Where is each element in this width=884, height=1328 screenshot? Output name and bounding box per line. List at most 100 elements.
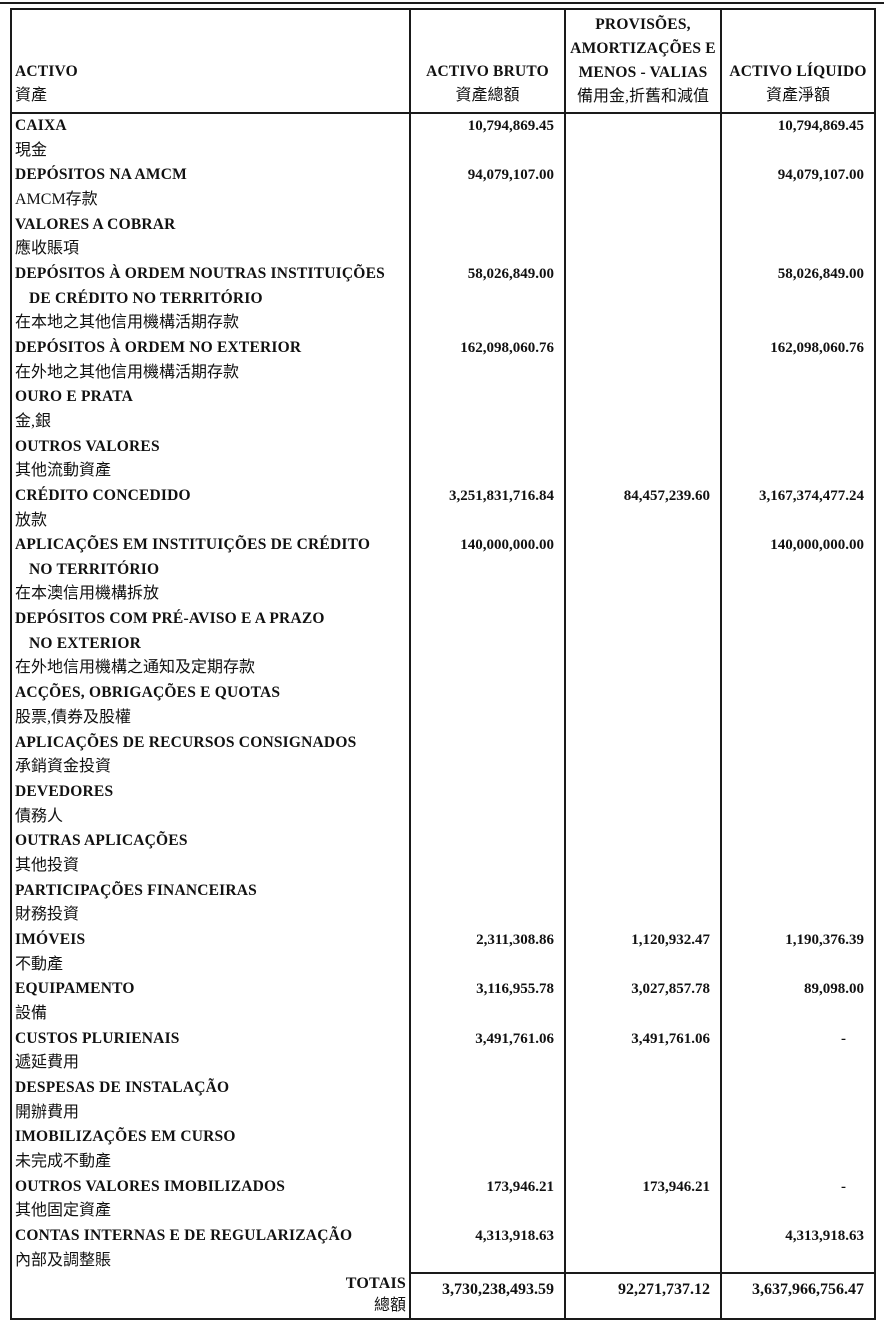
row-label-pt: DEPÓSITOS À ORDEM NOUTRAS INSTITUIÇÕES xyxy=(15,264,385,282)
row-label-cell: IMOBILIZAÇÕES EM CURSO 未完成不動產 xyxy=(12,1125,409,1174)
row-label-zh: 應收賬項 xyxy=(15,240,80,258)
row-gross-value: 3,116,955.78 xyxy=(409,977,564,1027)
row-net-value xyxy=(720,829,874,879)
totals-label-zh: 總額 xyxy=(373,1297,406,1314)
assets-balance-table: ACTIVO 資產 ACTIVO BRUTO 資產總額 PROVISÕES, A… xyxy=(10,8,876,1320)
table-row: CONTAS INTERNAS E DE REGULARIZAÇÃO 內部及調整賬… xyxy=(12,1223,874,1272)
row-label-pt: ACÇÕES, OBRIGAÇÕES E QUOTAS xyxy=(15,684,281,702)
row-net-value xyxy=(720,1075,874,1126)
row-provisions-value: 3,027,857.78 xyxy=(564,977,720,1027)
row-label-zh: 承銷資金投資 xyxy=(15,758,112,776)
row-net-value: 162,098,060.76 xyxy=(720,335,874,386)
row-net-value: 58,026,849.00 xyxy=(720,261,874,336)
row-net-value xyxy=(720,878,874,928)
row-label-cell: OUTRAS APLICAÇÕES 其他投資 xyxy=(12,829,409,878)
row-net-value: 3,167,374,477.24 xyxy=(720,483,874,534)
row-label-zh: 股票,債券及股權 xyxy=(15,708,132,726)
row-net-value: 94,079,107.00 xyxy=(720,163,874,213)
row-label-zh: AMCM存款 xyxy=(15,190,98,208)
row-gross-value xyxy=(409,1075,564,1126)
row-label-cell: IMÓVEIS 不動產 xyxy=(12,928,409,977)
table-row: VALORES A COBRAR 應收賬項 xyxy=(12,212,874,262)
row-label-zh: 未完成不動產 xyxy=(15,1152,112,1170)
row-provisions-value xyxy=(564,335,720,386)
header-activo-zh: 資產 xyxy=(15,87,48,104)
header-activo-pt: ACTIVO xyxy=(15,63,78,80)
row-gross-value xyxy=(409,779,564,830)
row-label-pt: OUTROS VALORES xyxy=(15,437,160,455)
row-label-zh: 放款 xyxy=(15,511,48,529)
row-label-pt-cont: NO TERRITÓRIO xyxy=(29,560,160,578)
row-label-zh: 其他固定資產 xyxy=(15,1202,112,1220)
row-label-pt: DEPÓSITOS À ORDEM NO EXTERIOR xyxy=(15,338,302,356)
header-provisoes-line1: PROVISÕES, xyxy=(595,16,691,33)
table-row: PARTICIPAÇÕES FINANCEIRAS 財務投資 xyxy=(12,878,874,928)
header-provisoes-line3: MENOS - VALIAS xyxy=(578,64,708,81)
header-col-activo-liquido: ACTIVO LÍQUIDO 資產淨額 xyxy=(720,10,874,112)
totals-gross-value: 3,730,238,493.59 xyxy=(409,1272,564,1318)
table-row: EQUIPAMENTO 設備 3,116,955.78 3,027,857.78 … xyxy=(12,977,874,1027)
row-gross-value: 173,946.21 xyxy=(409,1174,564,1224)
row-gross-value: 3,251,831,716.84 xyxy=(409,483,564,534)
totals-net-value: 3,637,966,756.47 xyxy=(720,1272,874,1318)
row-provisions-value xyxy=(564,385,720,435)
row-net-value: 89,098.00 xyxy=(720,977,874,1027)
row-label-pt: CRÉDITO CONCEDIDO xyxy=(15,486,191,504)
row-provisions-value xyxy=(564,1125,720,1175)
row-label-zh: 在外地之其他信用機構活期存款 xyxy=(15,363,240,381)
row-label-zh: 開辦費用 xyxy=(15,1103,80,1121)
row-label-cell: EQUIPAMENTO 設備 xyxy=(12,977,409,1026)
row-label-cell: VALORES A COBRAR 應收賬項 xyxy=(12,213,409,262)
row-label-zh: 設備 xyxy=(15,1004,48,1022)
header-activo-liquido-pt: ACTIVO LÍQUIDO xyxy=(729,63,867,80)
table-row: DEVEDORES 債務人 xyxy=(12,779,874,830)
row-net-value: 10,794,869.45 xyxy=(720,114,874,164)
row-label-cell: APLICAÇÕES DE RECURSOS CONSIGNADOS 承銷資金投資 xyxy=(12,731,409,780)
row-label-pt: CONTAS INTERNAS E DE REGULARIZAÇÃO xyxy=(15,1226,353,1244)
table-row: OUTROS VALORES 其他流動資產 xyxy=(12,434,874,484)
row-label-zh: 在本澳信用機構拆放 xyxy=(15,585,160,603)
totals-row: TOTAIS 總額 3,730,238,493.59 92,271,737.12… xyxy=(12,1272,874,1318)
row-provisions-value xyxy=(564,779,720,830)
row-label-pt: IMÓVEIS xyxy=(15,930,86,948)
row-gross-value xyxy=(409,212,564,262)
row-net-value: 4,313,918.63 xyxy=(720,1223,874,1272)
row-label-pt: EQUIPAMENTO xyxy=(15,980,135,998)
table-row: DEPÓSITOS COM PRÉ-AVISO E A PRAZO NO EXTE… xyxy=(12,607,874,682)
row-label-zh: 現金 xyxy=(15,141,48,159)
row-label-zh: 在本地之其他信用機構活期存款 xyxy=(15,314,240,332)
row-label-cell: OUTROS VALORES IMOBILIZADOS 其他固定資產 xyxy=(12,1175,409,1224)
table-header: ACTIVO 資產 ACTIVO BRUTO 資產總額 PROVISÕES, A… xyxy=(12,10,874,114)
row-label-pt: CAIXA xyxy=(15,117,67,134)
row-net-value xyxy=(720,434,874,484)
row-provisions-value xyxy=(564,163,720,213)
row-gross-value: 162,098,060.76 xyxy=(409,335,564,386)
table-row: DEPÓSITOS NA AMCM AMCM存款 94,079,107.00 94… xyxy=(12,163,874,213)
row-gross-value xyxy=(409,385,564,435)
row-gross-value xyxy=(409,829,564,879)
row-provisions-value: 173,946.21 xyxy=(564,1174,720,1224)
row-label-pt: DEVEDORES xyxy=(15,782,114,800)
row-gross-value: 10,794,869.45 xyxy=(409,114,564,164)
row-provisions-value: 84,457,239.60 xyxy=(564,483,720,534)
row-label-zh: 在外地信用機構之通知及定期存款 xyxy=(15,659,256,677)
table-row: CUSTOS PLURIENAIS 遞延費用 3,491,761.06 3,491… xyxy=(12,1026,874,1076)
row-label-cell: CAIXA 現金 xyxy=(12,114,409,163)
row-net-value: 140,000,000.00 xyxy=(720,533,874,608)
row-provisions-value xyxy=(564,878,720,928)
row-provisions-value xyxy=(564,114,720,164)
table-row: DEPÓSITOS À ORDEM NO EXTERIOR 在外地之其他信用機構活… xyxy=(12,335,874,386)
row-label-cell: OURO E PRATA 金,銀 xyxy=(12,385,409,434)
row-label-pt: APLICAÇÕES EM INSTITUIÇÕES DE CRÉDITO xyxy=(15,536,371,554)
row-label-cell: CONTAS INTERNAS E DE REGULARIZAÇÃO 內部及調整賬 xyxy=(12,1224,409,1272)
totals-provisions-value: 92,271,737.12 xyxy=(564,1272,720,1318)
row-provisions-value xyxy=(564,1075,720,1126)
row-label-zh: 內部及調整賬 xyxy=(15,1251,112,1269)
row-provisions-value xyxy=(564,829,720,879)
row-label-pt-cont: DE CRÉDITO NO TERRITÓRIO xyxy=(29,289,263,307)
header-activo-liquido-zh: 資產淨額 xyxy=(765,87,830,104)
header-provisoes-line2: AMORTIZAÇÕES E xyxy=(570,40,716,57)
table-row: ACÇÕES, OBRIGAÇÕES E QUOTAS 股票,債券及股權 xyxy=(12,681,874,731)
row-net-value xyxy=(720,779,874,830)
row-label-cell: DEPÓSITOS COM PRÉ-AVISO E A PRAZO NO EXTE… xyxy=(12,607,409,681)
